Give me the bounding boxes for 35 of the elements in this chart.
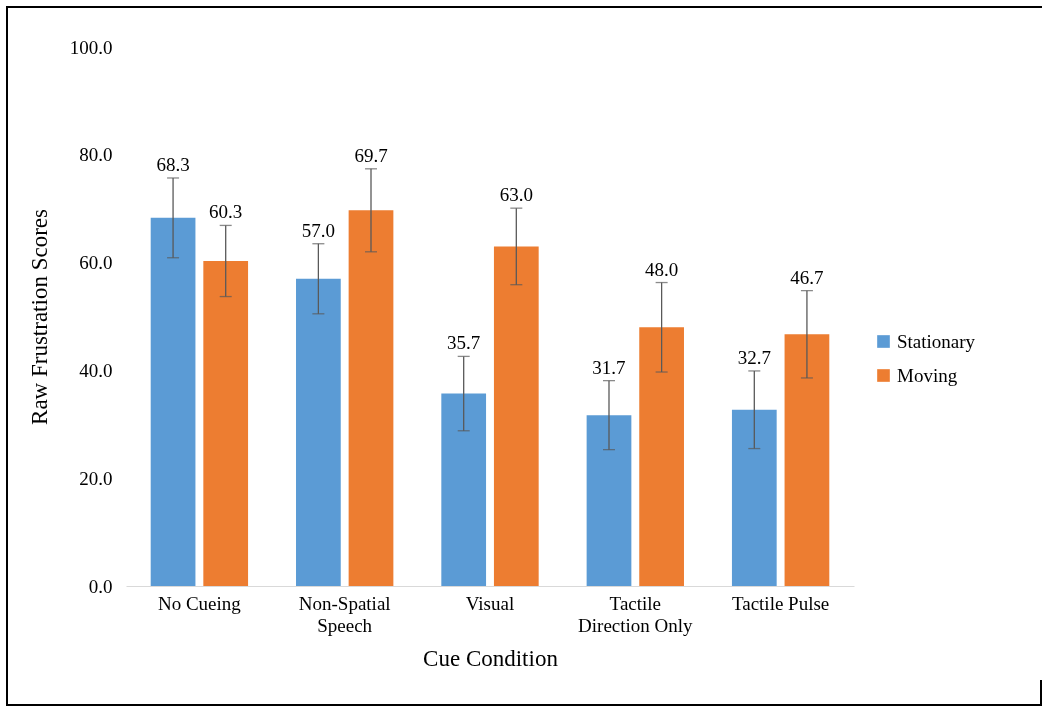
bar <box>296 278 341 586</box>
x-tick-label: No Cueing <box>157 592 242 614</box>
y-tick-label: 40.0 <box>79 359 113 381</box>
bar <box>150 217 196 586</box>
bar <box>784 334 830 586</box>
x-tick-label: Tactile Pulse <box>731 592 830 614</box>
data-label: 63.0 <box>499 184 533 206</box>
bar <box>203 260 249 586</box>
y-tick-label: 60.0 <box>79 252 113 274</box>
y-tick-label: 100.0 <box>69 36 113 58</box>
data-label: 35.7 <box>447 332 481 354</box>
data-label: 69.7 <box>354 144 388 166</box>
y-tick-label: 0.0 <box>88 575 113 597</box>
legend-label: Moving <box>897 364 958 386</box>
data-label: 46.7 <box>790 266 824 288</box>
bar <box>493 246 539 586</box>
bar <box>639 327 684 586</box>
legend-label: Stationary <box>897 330 976 352</box>
data-label: 31.7 <box>592 356 626 378</box>
x-tick-label: Tactile Direction Only <box>578 592 694 636</box>
data-label: 68.3 <box>156 153 190 175</box>
bar <box>348 210 394 586</box>
y-tick-label: 80.0 <box>79 144 113 166</box>
data-label: 60.3 <box>209 201 243 223</box>
bar <box>586 415 632 586</box>
bar <box>441 393 487 586</box>
x-tick-label: Visual <box>465 592 515 614</box>
data-label: 57.0 <box>301 219 335 241</box>
y-tick-label: 20.0 <box>79 467 113 489</box>
x-tick-label: Non-Spatial Speech <box>298 592 391 636</box>
data-label: 32.7 <box>737 346 771 368</box>
bar <box>731 409 777 586</box>
data-label: 48.0 <box>645 258 679 280</box>
y-axis-title: Raw Frustration Scores <box>26 208 52 425</box>
x-axis-title: Cue Condition <box>423 645 559 671</box>
